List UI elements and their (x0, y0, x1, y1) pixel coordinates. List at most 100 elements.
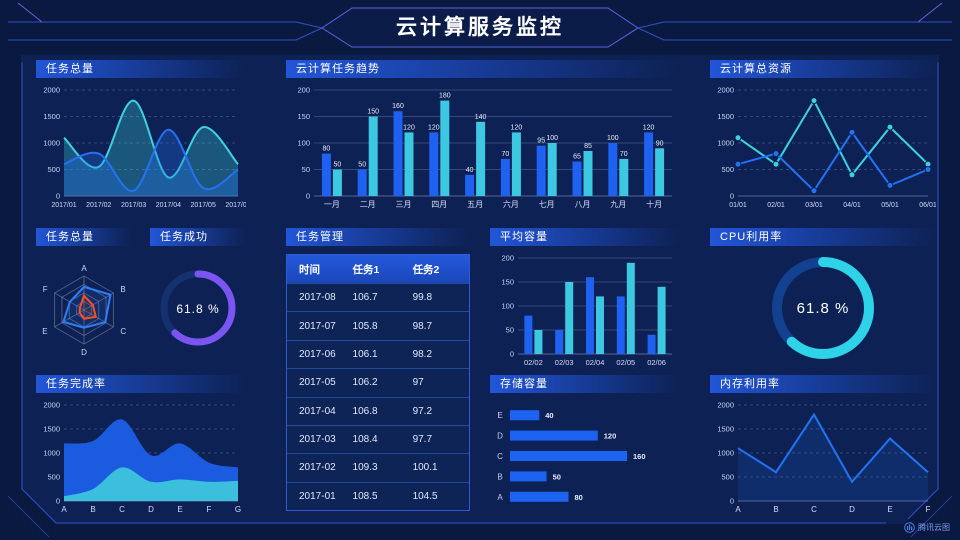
brand-icon (904, 522, 915, 533)
svg-text:120: 120 (643, 124, 655, 131)
svg-text:一月: 一月 (324, 200, 340, 209)
svg-text:二月: 二月 (360, 200, 376, 209)
svg-text:2000: 2000 (43, 401, 60, 410)
svg-text:02/04: 02/04 (586, 358, 605, 367)
svg-text:80: 80 (575, 493, 583, 502)
svg-text:80: 80 (323, 146, 331, 153)
svg-text:1000: 1000 (717, 139, 734, 148)
svg-text:C: C (120, 327, 126, 336)
column-header-task1: 任务1 (352, 263, 380, 276)
svg-text:02/02: 02/02 (524, 358, 543, 367)
svg-text:02/06: 02/06 (647, 358, 666, 367)
svg-text:A: A (497, 493, 503, 502)
svg-text:八月: 八月 (575, 200, 591, 209)
svg-text:九月: 九月 (610, 200, 626, 209)
brand-logo: 腾讯云图 (904, 522, 950, 533)
svg-text:B: B (497, 472, 502, 481)
avg-capacity-chart: 0 50 100 150 200 02/02 02/03 02/04 02/05 02/06 (501, 254, 672, 367)
svg-text:0: 0 (510, 350, 514, 359)
panel-title: 云计算总资源 (710, 60, 936, 78)
svg-text:05/01: 05/01 (881, 202, 899, 209)
panel-title: CPU利用率 (710, 228, 936, 246)
svg-text:七月: 七月 (539, 200, 555, 209)
svg-text:1000: 1000 (43, 139, 60, 148)
task-trend-chart: 0 50 100 150 200 一月 二月 三月 四月 五月 六月 七月 八月 九月 十月 80 50 160 1… (297, 86, 672, 209)
svg-text:01/01: 01/01 (729, 202, 747, 209)
panel-title: 任务总量 (36, 228, 132, 246)
task-table: 时间 任务1 任务2 2017-08 106.7 99.8 2017-07 105.8 9… (286, 254, 470, 511)
svg-text:150: 150 (501, 278, 514, 287)
panel-title: 平均容量 (490, 228, 680, 246)
svg-text:1500: 1500 (43, 425, 60, 434)
svg-text:40: 40 (545, 411, 553, 420)
svg-text:0: 0 (56, 497, 60, 506)
total-resources-chart: 0 500 1000 1500 2000 01/01 02/01 03/01 04/01 05/0… (717, 86, 936, 210)
svg-text:0: 0 (56, 192, 60, 201)
svg-text:50: 50 (553, 472, 561, 481)
svg-text:0: 0 (730, 497, 734, 506)
svg-text:500: 500 (721, 165, 734, 174)
svg-text:02/03: 02/03 (555, 358, 574, 367)
panel-storage: 存储容量 E 40 D 120 C 160 B 50 A 80 (490, 375, 680, 515)
column-header-time: 时间 (299, 263, 320, 276)
svg-text:500: 500 (47, 165, 60, 174)
column-header-task2: 任务2 (412, 263, 440, 276)
svg-text:160: 160 (633, 452, 646, 461)
svg-text:1500: 1500 (43, 112, 60, 121)
svg-text:C: C (119, 505, 125, 514)
svg-text:A: A (81, 264, 87, 273)
svg-text:D: D (81, 348, 87, 357)
svg-text:2017/04: 2017/04 (156, 202, 181, 209)
table-row: 2017-05 106.2 97 (287, 368, 469, 396)
completion-rate-chart: 0 500 1000 1500 2000 A B C D E F G (43, 401, 241, 515)
svg-text:02/05: 02/05 (616, 358, 635, 367)
svg-text:2017/06: 2017/06 (225, 202, 246, 209)
svg-text:F: F (207, 505, 212, 514)
panel-completion-rate: 任务完成率 0 500 1000 1500 2000 A B C D E F G (36, 375, 246, 515)
svg-text:F: F (926, 505, 931, 514)
task-success-value: 61.8 % (176, 302, 220, 316)
svg-text:70: 70 (502, 151, 510, 158)
svg-text:A: A (61, 505, 67, 514)
svg-text:120: 120 (511, 124, 523, 131)
svg-text:120: 120 (604, 432, 617, 441)
svg-text:120: 120 (428, 124, 440, 131)
svg-text:四月: 四月 (431, 200, 447, 209)
svg-text:0: 0 (730, 192, 734, 201)
svg-text:1000: 1000 (717, 449, 734, 458)
svg-text:03/01: 03/01 (805, 202, 823, 209)
panel-total-resources: 云计算总资源 0 500 1000 1500 2000 01/01 02/01 03/01 04… (710, 60, 936, 210)
svg-text:02/01: 02/01 (767, 202, 785, 209)
panel-tasks-radar: 任务总量 A B C D E F (36, 228, 132, 368)
table-row: 2017-04 106.8 97.2 (287, 396, 469, 425)
svg-text:B: B (90, 505, 95, 514)
tasks-radar-chart: A B C D E F (42, 264, 126, 357)
svg-text:D: D (497, 432, 503, 441)
svg-text:1500: 1500 (717, 425, 734, 434)
table-row: 2017-03 108.4 97.7 (287, 424, 469, 453)
svg-text:50: 50 (334, 162, 342, 169)
svg-text:90: 90 (656, 140, 664, 147)
panel-title: 存储容量 (490, 375, 680, 393)
svg-text:F: F (43, 285, 48, 294)
table-row: 2017-02 109.3 100.1 (287, 453, 469, 481)
panel-title: 任务完成率 (36, 375, 246, 393)
svg-text:2017/05: 2017/05 (191, 202, 216, 209)
panel-tasks-total: 任务总量 0 500 1000 1500 2000 2017/01 2017/02 2017/… (36, 60, 246, 210)
svg-text:A: A (735, 505, 741, 514)
table-row: 2017-01 108.5 104.5 (287, 481, 469, 510)
svg-text:06/01: 06/01 (919, 202, 936, 209)
table-row: 2017-07 105.8 98.7 (287, 311, 469, 339)
svg-text:G: G (235, 505, 241, 514)
panel-title: 内存利用率 (710, 375, 936, 393)
panel-title: 云计算任务趋势 (286, 60, 680, 78)
svg-text:120: 120 (403, 124, 415, 131)
svg-text:C: C (497, 452, 503, 461)
table-row: 2017-08 106.7 99.8 (287, 283, 469, 311)
tasks-total-chart: 0 500 1000 1500 2000 2017/01 2017/02 2017/03 201… (43, 86, 246, 210)
panel-title: 任务总量 (36, 60, 246, 78)
svg-text:B: B (120, 285, 125, 294)
svg-text:50: 50 (358, 162, 366, 169)
svg-text:2000: 2000 (43, 86, 60, 95)
